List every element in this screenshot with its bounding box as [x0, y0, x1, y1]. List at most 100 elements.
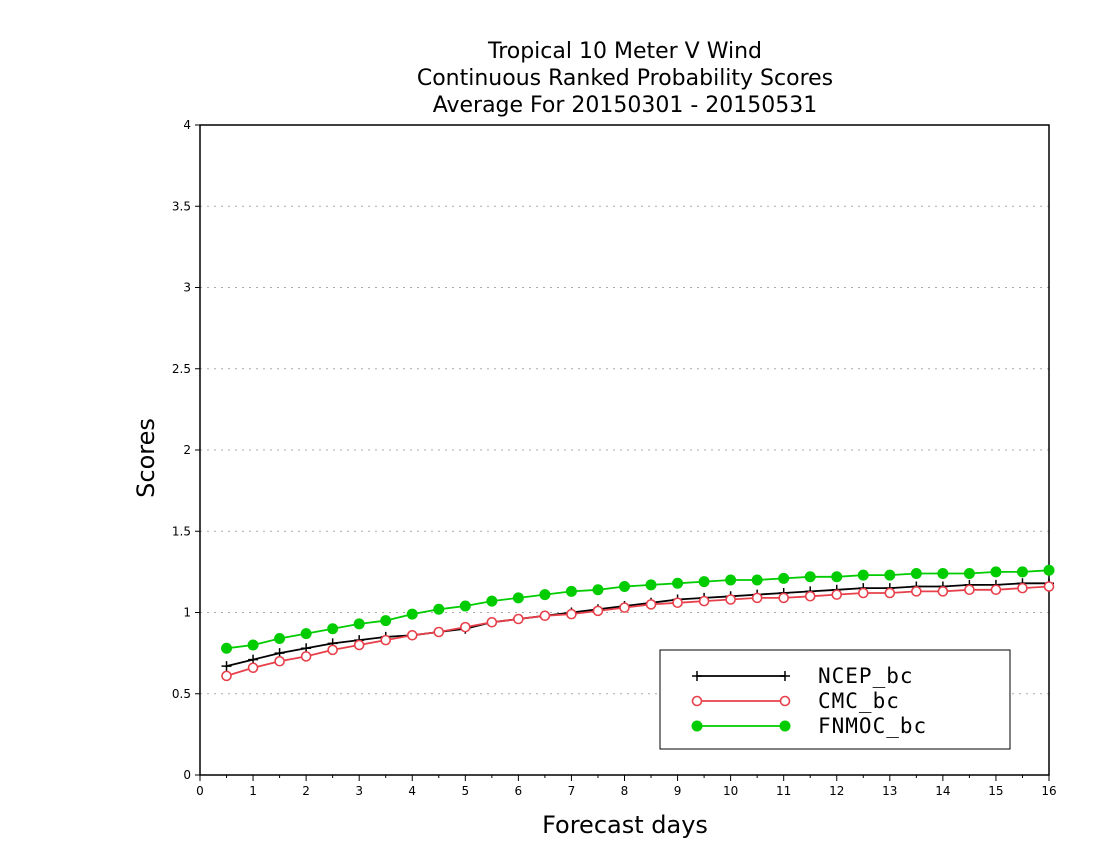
data-point-circle — [778, 592, 789, 604]
data-point-dot — [459, 600, 471, 612]
axis-ticks: 00.511.522.533.540 1 2 3 4 5 6 7 8 9 10 11 12 13 14 15 1… — [172, 118, 1057, 798]
data-point-dot — [691, 720, 703, 732]
x-axis-title: Forecast days — [542, 811, 708, 839]
data-point-circle — [433, 626, 445, 638]
data-point-circle — [990, 584, 1002, 596]
data-point-circle — [911, 586, 922, 597]
data-point-circle — [300, 651, 312, 662]
data-point-circle — [460, 621, 471, 633]
y-tick-label: 0.5 — [172, 687, 191, 701]
data-point-dot — [778, 572, 790, 584]
data-point-dot — [937, 568, 949, 579]
series-line-fnmoc-bc — [226, 569, 1050, 650]
data-point-dot — [884, 569, 896, 581]
y-tick-label: 1.5 — [172, 524, 191, 538]
x-tick-label: 7 — [568, 784, 576, 798]
data-point-dot — [247, 639, 259, 651]
legend-label: FNMOC_bc — [818, 714, 927, 738]
chart-title-line: Continuous Ranked Probability Scores — [417, 66, 833, 91]
data-point-circle — [725, 594, 736, 605]
y-tick-label: 3 — [183, 281, 191, 295]
data-point-circle — [406, 629, 418, 641]
data-point-dot — [592, 584, 604, 596]
y-tick-label: 1 — [183, 606, 191, 620]
data-point-circle — [274, 655, 285, 667]
data-point-dot — [353, 618, 365, 630]
x-tick-label: 12 — [829, 784, 844, 798]
x-tick-label: 10 — [723, 784, 738, 798]
x-tick-label: 11 — [776, 784, 791, 798]
data-point-circle — [884, 587, 896, 599]
data-point-circle — [1017, 582, 1028, 594]
data-point-circle — [513, 613, 524, 625]
data-point-circle — [857, 587, 869, 599]
y-tick-label: 3.5 — [172, 199, 191, 213]
chart-title-line: Tropical 10 Meter V Wind — [487, 39, 762, 64]
grid-lines — [200, 205, 1049, 695]
series-fnmoc-bc — [221, 564, 1055, 654]
legend-item-cmc-bc: CMC_bc — [691, 689, 900, 713]
y-tick-label: 0 — [183, 768, 191, 782]
data-point-circle — [566, 608, 577, 620]
data-point-circle — [486, 616, 498, 628]
data-point-circle — [937, 586, 949, 597]
series-lines — [221, 564, 1055, 682]
legend-label: CMC_bc — [818, 689, 900, 713]
data-point-plus — [221, 661, 232, 672]
data-point-dot — [831, 571, 843, 583]
data-point-plus — [780, 671, 790, 681]
legend-item-ncep-bc: NCEP_bc — [692, 664, 914, 688]
data-point-circle — [672, 597, 683, 609]
data-point-circle — [619, 602, 630, 613]
data-point-circle — [327, 644, 338, 656]
x-tick-label: 3 — [355, 784, 363, 798]
legend-label: NCEP_bc — [818, 664, 914, 688]
x-tick-label: 15 — [988, 784, 1003, 798]
data-point-circle — [779, 695, 791, 707]
data-point-dot — [698, 576, 710, 588]
data-point-dot — [1016, 566, 1028, 578]
data-point-circle — [592, 605, 604, 617]
x-tick-label: 5 — [461, 784, 469, 798]
data-point-dot — [221, 642, 233, 654]
y-tick-label: 2 — [183, 443, 191, 457]
data-point-dot — [751, 574, 763, 586]
series-cmc-bc — [221, 581, 1055, 682]
data-point-dot — [619, 581, 630, 592]
data-point-circle — [831, 589, 843, 600]
data-point-dot — [672, 577, 684, 589]
data-point-circle — [247, 662, 259, 674]
legend-item-fnmoc-bc: FNMOC_bc — [691, 714, 927, 738]
data-point-circle — [645, 599, 657, 610]
data-point-dot — [1043, 564, 1055, 576]
x-tick-label: 1 — [249, 784, 257, 798]
data-point-dot — [380, 615, 392, 627]
data-point-dot — [512, 592, 524, 604]
data-point-circle — [964, 584, 975, 596]
data-point-dot — [990, 566, 1002, 578]
data-point-circle — [380, 634, 392, 646]
x-tick-label: 13 — [882, 784, 897, 798]
data-point-dot — [779, 720, 791, 732]
data-point-circle — [1043, 581, 1055, 592]
x-tick-label: 2 — [302, 784, 310, 798]
data-point-plus — [692, 671, 702, 681]
data-point-circle — [751, 592, 763, 604]
data-point-dot — [857, 569, 869, 581]
x-tick-label: 6 — [515, 784, 523, 798]
x-tick-label: 9 — [674, 784, 682, 798]
data-point-dot — [565, 585, 577, 597]
data-point-dot — [327, 623, 339, 635]
data-point-dot — [274, 633, 286, 644]
data-point-dot — [539, 589, 551, 601]
data-point-circle — [691, 695, 703, 707]
data-point-dot — [804, 571, 816, 583]
x-tick-label: 14 — [935, 784, 950, 798]
y-axis-title: Scores — [132, 418, 160, 498]
data-point-dot — [725, 574, 737, 586]
data-point-circle — [698, 595, 710, 607]
x-tick-label: 16 — [1041, 784, 1056, 798]
data-point-circle — [804, 590, 816, 602]
